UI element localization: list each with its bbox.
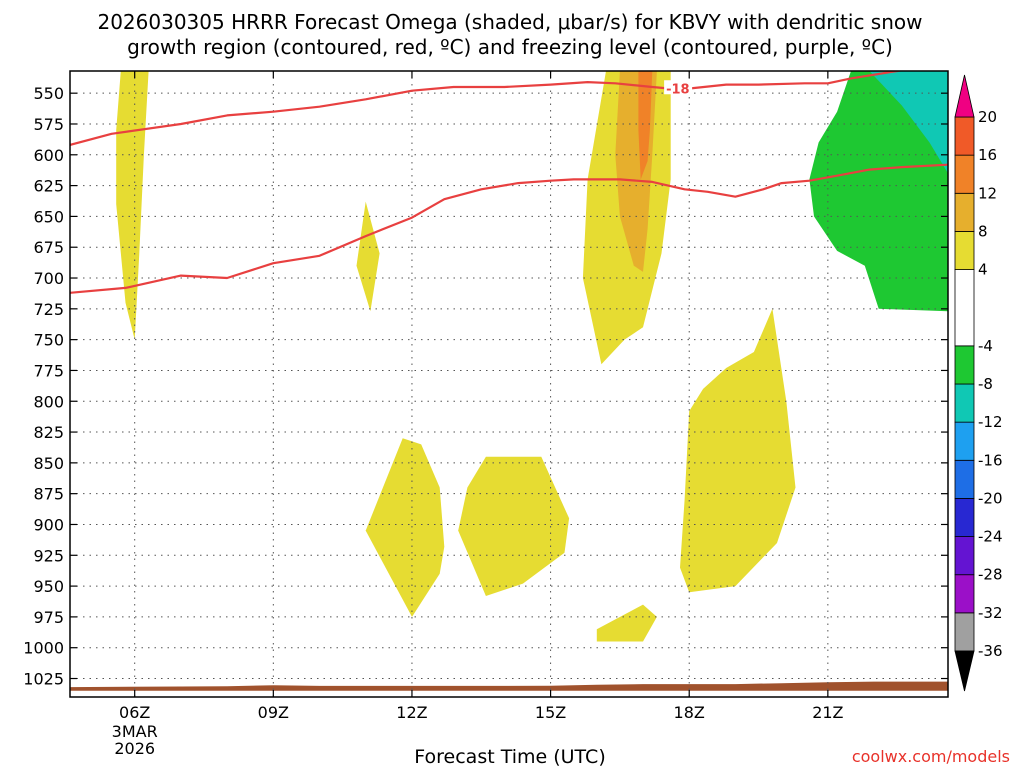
colorbar-segment	[954, 421, 975, 461]
colorbar-tick-label: -20	[978, 489, 1003, 507]
colorbar-tick-label: -4	[978, 337, 993, 355]
y-tick-label: 975	[33, 608, 64, 627]
colorbar-segment	[954, 116, 975, 156]
contour-label: -18	[666, 82, 690, 97]
y-tick-label: 750	[33, 331, 64, 350]
x-axis-label: Forecast Time (UTC)	[414, 746, 605, 768]
y-tick-label: 675	[33, 238, 64, 257]
colorbar-segment	[954, 536, 975, 576]
plot-frame	[69, 70, 949, 698]
y-tick-label: 550	[33, 84, 64, 103]
x-tick-label: 12Z	[396, 703, 427, 722]
y-tick-label: 950	[33, 577, 64, 596]
omega-region-7	[596, 604, 657, 642]
contour-line-1	[70, 163, 948, 294]
contour-labels: -18	[664, 80, 693, 97]
colorbar-segment	[954, 459, 975, 499]
x-tick-label: 15Z	[535, 703, 566, 722]
y-tick-label: 875	[33, 485, 64, 504]
y-axis-ticks: 550 575 600 625 650 675 700 725 750 775 800 825 850 8…	[23, 84, 948, 689]
colorbar-segment	[954, 269, 975, 347]
contour-line-0	[70, 71, 904, 146]
colorbar-segment	[954, 574, 975, 614]
colorbar-tick-label: 16	[978, 146, 997, 164]
x-tick-label: 06Z	[119, 703, 150, 722]
y-tick-label: 575	[33, 115, 64, 134]
y-tick-label: 625	[33, 177, 64, 196]
x-tick-label: 21Z	[812, 703, 843, 722]
colorbar-tick-label: 8	[978, 222, 988, 240]
colorbar: -36 -32 -28 -24 -20 -16 -12 -8 -4 4 8 12 16 20	[954, 74, 1003, 692]
chart-title-line-1: 2026030305 HRRR Forecast Omega (shaded, …	[97, 10, 922, 34]
omega-region-6	[458, 456, 570, 596]
y-tick-label: 725	[33, 300, 64, 319]
y-tick-label: 925	[33, 546, 64, 565]
colorbar-segment	[954, 192, 975, 232]
colorbar-tick-label: -16	[978, 451, 1003, 469]
plot-background	[70, 71, 948, 697]
colorbar-tick-label: -36	[978, 642, 1003, 660]
x-tick-date-label: 3MAR	[112, 722, 158, 741]
y-tick-label: 650	[33, 207, 64, 226]
omega-region-8	[680, 308, 796, 593]
y-tick-label: 1000	[23, 639, 64, 658]
y-tick-label: 1025	[23, 670, 64, 689]
plot-area: -18	[69, 70, 949, 698]
y-tick-label: 825	[33, 423, 64, 442]
colorbar-tick-label: 20	[978, 108, 997, 126]
colorbar-tick-label: 4	[978, 261, 988, 279]
x-tick-year-label: 2026	[114, 739, 155, 758]
colorbar-segment	[954, 231, 975, 270]
colorbar-high-arrow	[954, 74, 975, 118]
colorbar-low-arrow	[954, 650, 975, 692]
colorbar-segment	[954, 612, 975, 652]
terrain-surface	[70, 681, 948, 691]
y-tick-label: 800	[33, 392, 64, 411]
shaded-omega-regions	[116, 71, 948, 642]
x-tick-label: 18Z	[674, 703, 705, 722]
x-tick-label: 09Z	[258, 703, 289, 722]
colorbar-tick-label: -24	[978, 528, 1003, 546]
omega-region-5	[365, 438, 445, 617]
y-tick-label: 850	[33, 454, 64, 473]
colorbar-segment	[954, 383, 975, 423]
colorbar-tick-label: -12	[978, 413, 1003, 431]
colorbar-tick-label: -28	[978, 566, 1003, 584]
chart-title-line-2: growth region (contoured, red, ºC) and f…	[127, 35, 893, 59]
credit-text: coolwx.com/models	[852, 747, 1010, 766]
omega-region-10	[869, 71, 948, 174]
colorbar-tick-label: -32	[978, 604, 1003, 622]
contour-label-bg	[664, 80, 693, 95]
colorbar-tick-label: -8	[978, 375, 993, 393]
colorbar-tick-label: 12	[978, 184, 997, 202]
grid-lines	[70, 71, 948, 697]
colorbar-segment	[954, 345, 975, 385]
y-tick-label: 700	[33, 269, 64, 288]
y-tick-label: 600	[33, 146, 64, 165]
y-tick-label: 900	[33, 515, 64, 534]
omega-region-9	[809, 71, 948, 312]
omega-region-4	[638, 71, 653, 180]
omega-region-0	[116, 71, 149, 340]
y-tick-label: 775	[33, 361, 64, 380]
omega-region-1	[356, 201, 380, 312]
temperature-contours	[70, 71, 948, 294]
colorbar-segment	[954, 498, 975, 537]
colorbar-segment	[954, 154, 975, 194]
terrain-layer	[70, 681, 948, 691]
